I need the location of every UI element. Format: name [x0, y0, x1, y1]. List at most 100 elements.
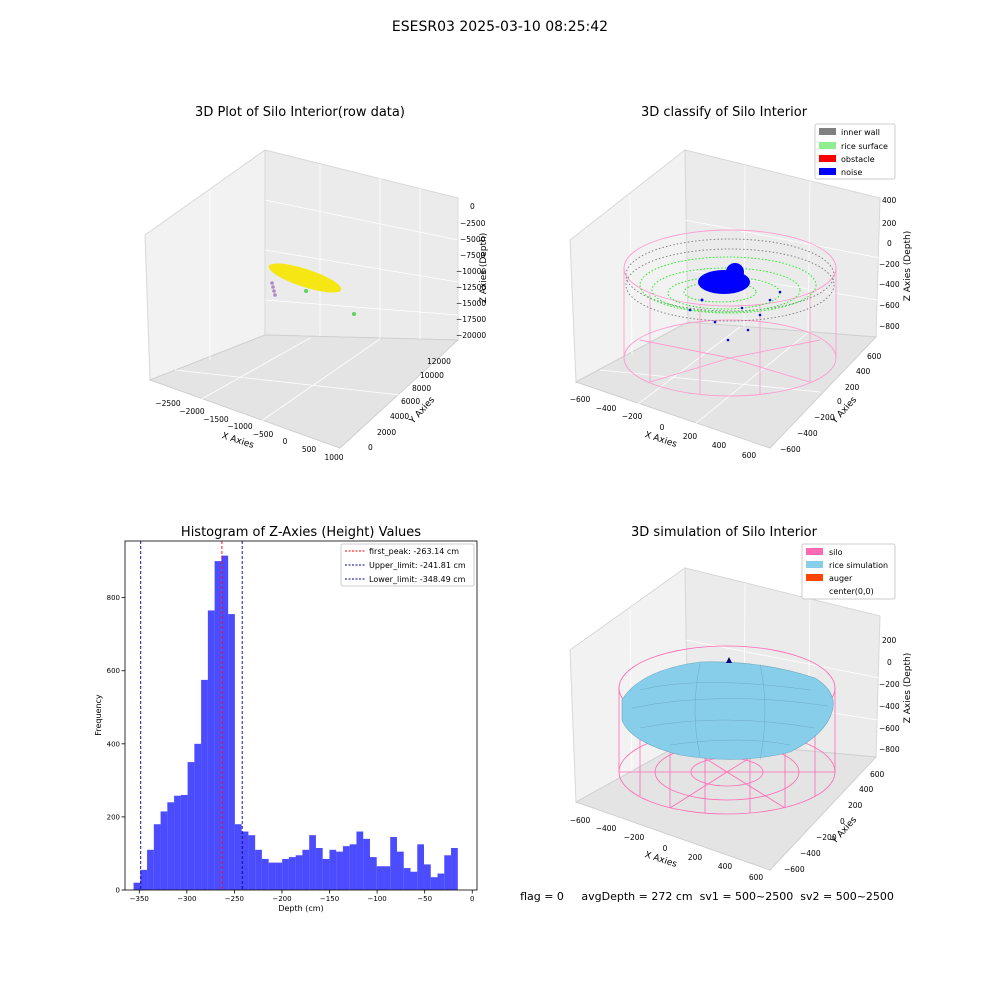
classify-legend-label: noise — [841, 168, 862, 177]
classify-y-tick: −200 — [814, 413, 835, 422]
panel-classify-3d: 3D classify of Silo Interior — [569, 105, 913, 460]
classify-inner-wall — [625, 238, 835, 322]
classify-x-tick: 0 — [660, 423, 665, 432]
classify-legend-swatch — [819, 142, 836, 149]
raw-main-cluster — [268, 263, 342, 293]
hist-bar — [336, 851, 343, 890]
hist-bar — [174, 795, 181, 890]
hist-legend: first_peak: -263.14 cm Upper_limit: -241… — [340, 543, 475, 587]
hist-bar — [214, 561, 222, 890]
hist-bar — [261, 858, 269, 890]
sim-z-tick: 0 — [887, 658, 892, 667]
hist-bar — [295, 855, 303, 890]
classify-x-tick: 400 — [712, 441, 727, 450]
hist-y-tick-label: 400 — [107, 740, 120, 748]
sim-x-label: X Axies — [643, 850, 678, 870]
raw-x-ticks: −2500 −2000 −1500 −1000 −500 0 500 1000 — [155, 399, 343, 462]
hist-bar — [241, 831, 249, 890]
raw-x-tick: −1000 — [227, 422, 253, 431]
sim-legend-frame — [801, 543, 896, 600]
raw-y-ticks: 0 2000 4000 6000 8000 10000 12000 — [368, 357, 451, 452]
sim-floor-pane — [574, 739, 878, 871]
panel-histogram: Histogram of Z-Axies (Height) Values −35… — [94, 525, 478, 913]
hist-legend-label: Lower_limit: -348.49 cm — [369, 575, 466, 584]
raw-green-point — [304, 289, 308, 293]
raw-z-tick: −12500 — [456, 283, 486, 292]
sim-x-ticks: −600 −400 −200 0 200 400 600 — [570, 816, 764, 882]
classify-legend-frame — [814, 123, 896, 180]
sim-y-tick: −600 — [784, 865, 805, 874]
raw-z-tick: −20000 — [456, 331, 486, 340]
sim-x-tick: −400 — [596, 824, 617, 833]
hist-x-tick-label: −300 — [177, 895, 196, 903]
classify-y-tick: 200 — [845, 383, 860, 392]
classify-z-tick: −200 — [879, 260, 900, 269]
sim-legend-label: auger — [829, 574, 853, 583]
classify-z-tick: 200 — [882, 219, 897, 228]
hist-bar — [417, 844, 425, 890]
classify-z-tick: 400 — [882, 196, 897, 205]
classify-legend-swatch — [819, 128, 836, 135]
hist-legend-label: Upper_limit: -241.81 cm — [369, 561, 466, 570]
raw-y-tick: 0 — [368, 443, 373, 452]
sim-y-tick: −200 — [816, 833, 837, 842]
hist-bar — [160, 811, 168, 890]
raw-back-pane — [264, 149, 459, 341]
sim-z-label: Z Axies (Depth) — [903, 653, 913, 724]
hist-bar — [180, 794, 188, 890]
hist-legend-frame — [340, 543, 475, 587]
figure-suptitle: ESESR03 2025-03-10 08:25:42 — [392, 19, 608, 35]
sim-x-tick: −200 — [624, 833, 645, 842]
classify-x-tick: −200 — [622, 412, 643, 421]
hist-bar — [369, 857, 377, 890]
classify-x-tick: 600 — [742, 451, 757, 460]
classify-legend-swatch — [819, 168, 836, 175]
raw-z-tick: −15000 — [456, 299, 486, 308]
classify-x-label: X Axies — [643, 430, 678, 450]
raw-z-tick: 0 — [470, 202, 475, 211]
sim-y-tick: 0 — [840, 817, 845, 826]
hist-bar — [275, 862, 283, 890]
hist-bar — [329, 849, 337, 890]
classify-y-label: Y Axies — [829, 395, 859, 427]
hist-bar — [147, 849, 154, 890]
sim-x-tick: 600 — [749, 873, 764, 882]
hist-bar — [349, 844, 357, 890]
figure-footer: flag = 0 avgDepth = 272 cm sv1 = 500~250… — [520, 890, 894, 903]
classify-legend-swatch — [819, 155, 836, 162]
sim-z-tick: −800 — [879, 745, 900, 754]
classify-x-tick: 200 — [683, 432, 698, 441]
classify-y-ticks: −600 −400 −200 0 200 400 600 — [780, 352, 882, 454]
hist-y-tick-label: 0 — [116, 887, 120, 895]
hist-x-tick-label: −200 — [272, 895, 291, 903]
sim-rice-mesh — [631, 663, 829, 761]
sim-y-ticks: −600 −400 −200 0 200 400 600 — [784, 770, 885, 874]
sim-auger-icon — [726, 657, 732, 663]
panel-classify-title: 3D classify of Silo Interior — [641, 105, 808, 120]
hist-x-tick-label: −250 — [225, 895, 244, 903]
classify-z-tick: −400 — [879, 280, 900, 289]
sim-z-tick: −600 — [879, 724, 900, 733]
raw-x-tick: −2500 — [155, 399, 181, 408]
hist-bar — [133, 882, 141, 890]
classify-y-tick: −400 — [797, 429, 818, 438]
hist-lines — [140, 541, 243, 890]
hist-y-label: Frequency — [94, 694, 103, 736]
raw-x-label: X Axies — [220, 431, 255, 451]
hist-bar — [248, 835, 256, 890]
hist-legend-label: first_peak: -263.14 cm — [369, 547, 459, 556]
hist-bar — [322, 858, 330, 890]
classify-y-tick: 0 — [837, 397, 842, 406]
hist-bar — [167, 802, 175, 890]
classify-z-tick: 0 — [887, 239, 892, 248]
classify-panes — [569, 148, 881, 449]
hist-bar — [153, 824, 161, 890]
classify-y-tick: 400 — [856, 367, 871, 376]
sim-legend-swatch — [806, 561, 823, 568]
raw-purple-points — [270, 281, 277, 297]
sim-rice-surface — [621, 661, 834, 760]
hist-bar — [288, 857, 296, 890]
hist-bar — [302, 849, 310, 890]
sim-legend-label: center(0,0) — [829, 587, 874, 596]
hist-bar — [430, 877, 438, 890]
